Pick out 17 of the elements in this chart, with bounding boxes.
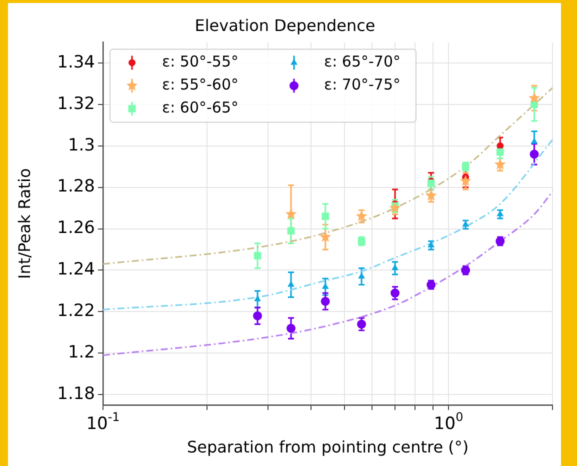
legend-label: ε: 50°-55° — [162, 52, 239, 71]
x-axis-title: Separation from pointing centre (°) — [186, 438, 469, 457]
y-tick-label: 1.22 — [57, 301, 95, 322]
y-axis-title: Int/Peak Ratio — [14, 168, 34, 279]
legend-label: ε: 65°-70° — [324, 52, 401, 71]
y-tick-label: 1.24 — [57, 260, 95, 280]
legend-label: ε: 55°-60° — [162, 76, 239, 94]
y-tick-label: 1.18 — [57, 384, 95, 404]
y-tick-label: 1.3 — [68, 135, 95, 156]
y-tick-label: 1.34 — [57, 52, 95, 72]
y-tick-label: 1.26 — [57, 218, 95, 238]
legend-label: ε: 60°-65° — [162, 98, 239, 117]
y-tick-label: 1.28 — [57, 176, 95, 197]
chart-title: Elevation Dependence — [194, 16, 376, 35]
y-tick-label: 1.32 — [57, 94, 95, 114]
y-tick-label: 1.2 — [68, 342, 95, 363]
legend-label: ε: 70°-75° — [324, 76, 401, 94]
